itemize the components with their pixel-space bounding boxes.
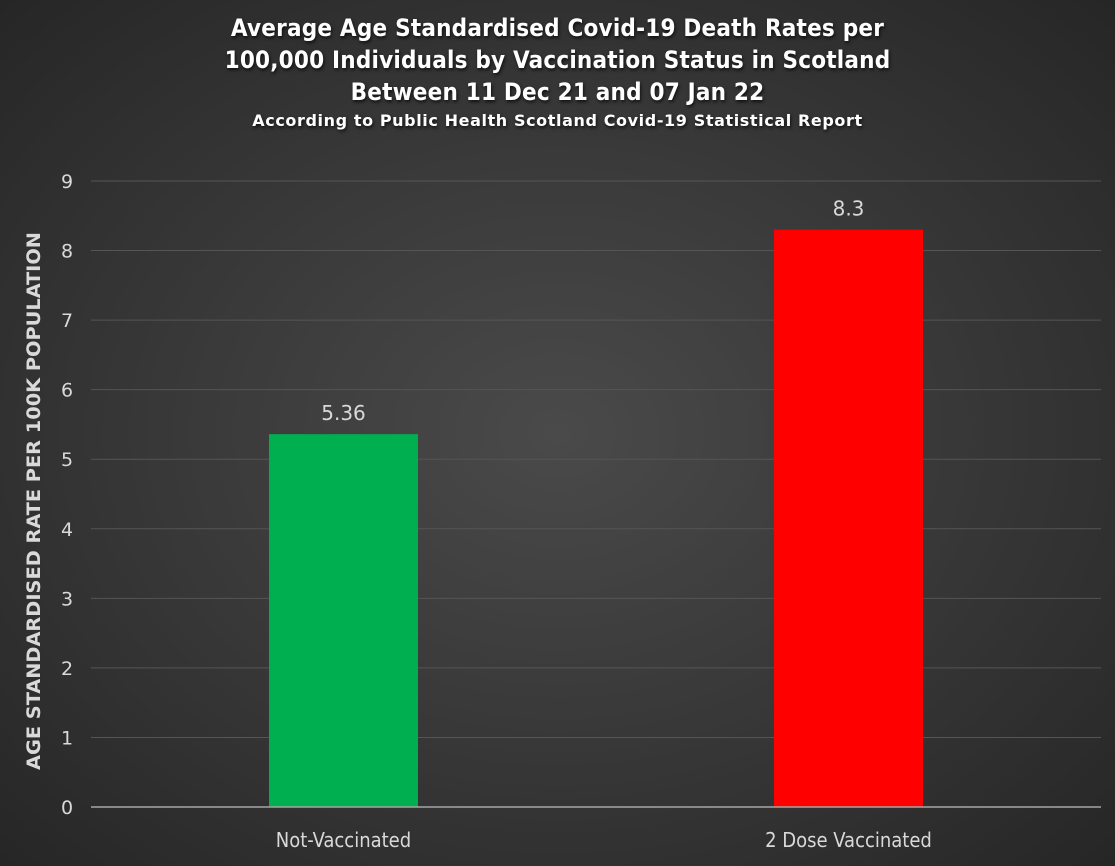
chart-title-line-1: Average Age Standardised Covid-19 Death … — [230, 14, 885, 42]
y-tick-label: 2 — [61, 658, 73, 680]
x-category-label: Not-Vaccinated — [276, 828, 411, 852]
chart-title-line-3: Between 11 Dec 21 and 07 Jan 22 — [350, 78, 765, 106]
x-category-label: 2 Dose Vaccinated — [765, 828, 932, 852]
y-axis-label: AGE STANDARDISED RATE PER 100K POPULATIO… — [23, 232, 45, 770]
y-tick-label: 6 — [61, 380, 73, 402]
chart-title-line-2: 100,000 Individuals by Vaccination Statu… — [224, 46, 891, 74]
data-label: 8.3 — [833, 197, 865, 221]
bar-2-dose-vaccinated — [774, 229, 923, 807]
y-tick-label: 7 — [61, 310, 73, 332]
x-axis-categories: Not-Vaccinated 2 Dose Vaccinated — [276, 828, 932, 852]
y-tick-label: 9 — [61, 171, 73, 193]
y-axis-ticks: 0 1 2 3 4 5 6 7 8 9 — [61, 171, 73, 819]
chart-title-block: Average Age Standardised Covid-19 Death … — [0, 12, 1115, 133]
y-tick-label: 1 — [61, 727, 73, 749]
y-tick-label: 5 — [61, 449, 73, 471]
y-tick-label: 3 — [61, 588, 73, 610]
bars: 5.36 8.3 — [269, 197, 923, 807]
bar-not-vaccinated — [269, 434, 418, 807]
chart-subtitle: According to Public Health Scotland Covi… — [252, 111, 863, 130]
y-tick-label: 0 — [61, 797, 73, 819]
gridlines — [91, 180, 1101, 738]
y-tick-label: 4 — [61, 519, 73, 541]
data-label: 5.36 — [321, 401, 366, 425]
y-tick-label: 8 — [61, 241, 73, 263]
